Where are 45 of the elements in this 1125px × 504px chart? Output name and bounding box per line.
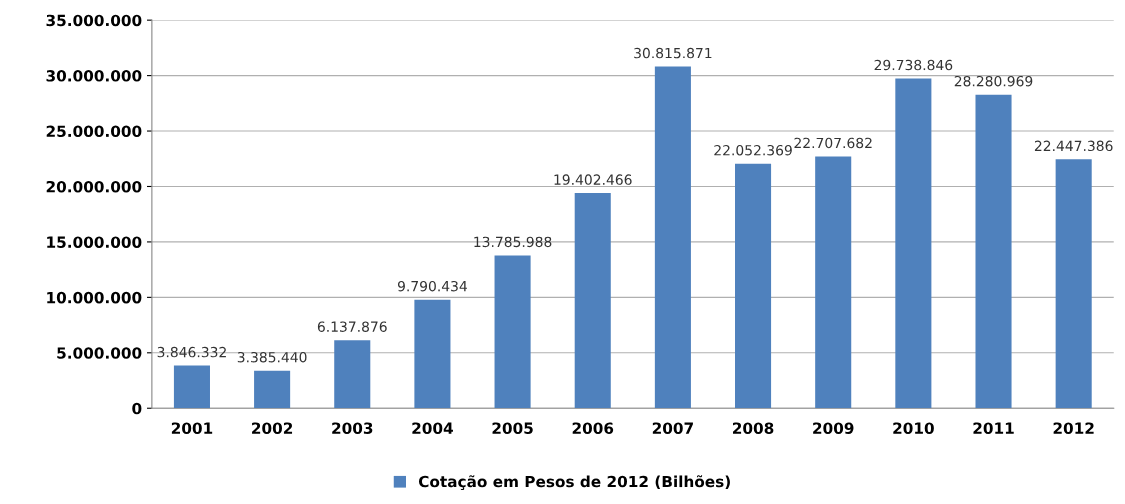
bar [494,255,531,409]
y-tick-label: 25.000.000 [46,125,142,138]
x-tick-label: 2006 [572,422,614,434]
data-label: 3.385.440 [237,351,307,363]
y-tick-label: 30.000.000 [46,70,142,82]
data-label: 22.447.386 [1034,140,1113,152]
x-tick-label: 2010 [893,422,934,434]
data-label: 28.280.969 [954,75,1033,87]
data-label: 13.785.988 [474,236,552,248]
y-tick-label: 10.000.000 [47,291,142,304]
bar [1055,159,1092,409]
bar [735,163,772,409]
y-tick-label: 5.000.000 [57,347,142,359]
bar [895,78,932,409]
bar [414,299,451,409]
bar [574,193,611,409]
y-tick-label: 0 [132,402,142,415]
data-label: 9.790.434 [397,280,467,292]
bar [815,156,852,409]
x-tick-label: 2004 [412,422,453,434]
data-label: 3.846.332 [157,346,226,358]
bar [334,340,371,409]
x-tick-label: 2005 [492,422,533,434]
bar [654,66,691,409]
y-tick-label: 15.000.000 [47,236,142,248]
x-tick-label: 2008 [732,422,774,434]
x-tick-label: 2003 [332,422,373,434]
data-label: 29.738.846 [874,59,953,71]
bar [254,370,291,409]
y-tick-label: 35.000.000 [46,14,142,27]
y-tick-label: 20.000.000 [46,180,142,193]
data-label: 30.815.871 [634,47,712,59]
x-tick-label: 2007 [652,422,693,434]
data-label: 6.137.876 [317,321,387,332]
bar [975,94,1012,409]
x-tick-label: 2009 [813,422,854,434]
x-tick-label: 2001 [171,422,213,434]
legend-label: Cotação em Pesos de 2012 (Bilhões) [418,475,730,491]
data-label: 19.402.466 [554,174,632,185]
data-label: 22.052.369 [714,144,792,156]
data-label: 22.707.682 [794,137,872,149]
x-tick-label: 2012 [1053,422,1094,434]
x-tick-label: 2011 [973,422,1014,434]
bar [173,365,210,409]
x-tick-label: 2002 [252,422,293,434]
